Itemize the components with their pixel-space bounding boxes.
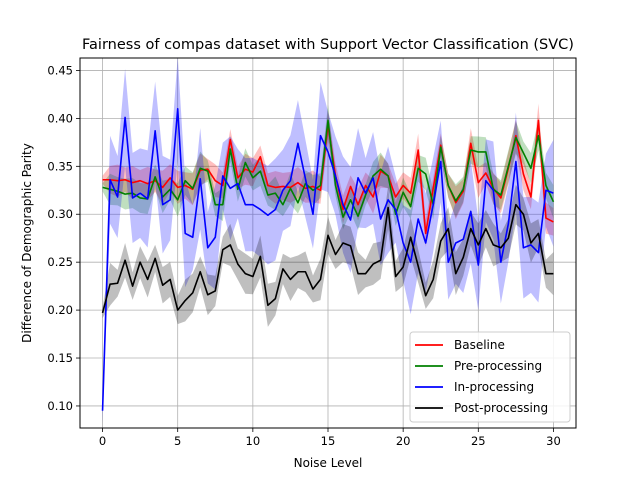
x-axis-label: Noise Level [294, 456, 363, 470]
x-tick-label: 25 [471, 434, 486, 448]
x-tick-label: 5 [174, 434, 181, 448]
y-tick-label: 0.40 [47, 111, 73, 125]
baseline-band [102, 103, 554, 247]
y-tick-label: 0.15 [47, 351, 73, 365]
x-axis-ticks: 0 5 10 15 20 25 30 [99, 428, 561, 448]
legend-label-pre-processing: Pre-processing [454, 359, 542, 373]
x-tick-label: 15 [321, 434, 336, 448]
x-tick-label: 10 [246, 434, 261, 448]
post-processing-line [101, 203, 554, 314]
y-tick-label: 0.45 [47, 63, 73, 77]
y-axis-label: Difference of Demographic Parity [20, 143, 34, 343]
in-processing-line [101, 108, 554, 411]
x-tick-label: 30 [546, 434, 561, 448]
legend-box [409, 331, 571, 423]
legend: Baseline Pre-processing In-processing Post-… [409, 331, 571, 423]
legend-label-baseline: Baseline [454, 338, 505, 352]
legend-label-post-processing: Post-processing [454, 401, 548, 415]
y-tick-label: 0.25 [47, 255, 73, 269]
x-tick-label: 20 [396, 434, 411, 448]
y-tick-label: 0.10 [47, 399, 73, 413]
pre-processing-line [102, 119, 555, 218]
grid [80, 58, 576, 428]
chart-title: Fairness of compas dataset with Support … [82, 37, 574, 53]
y-tick-label: 0.30 [47, 207, 73, 221]
y-tick-label: 0.20 [47, 303, 73, 317]
pre-processing-band [102, 104, 554, 231]
series-lines [101, 108, 555, 411]
x-tick-label: 0 [99, 434, 106, 448]
y-tick-label: 0.35 [47, 159, 73, 173]
legend-label-in-processing: In-processing [454, 380, 534, 394]
y-axis-ticks: 0.10 0.15 0.20 0.25 0.30 0.35 0.40 0.45 [47, 63, 80, 413]
